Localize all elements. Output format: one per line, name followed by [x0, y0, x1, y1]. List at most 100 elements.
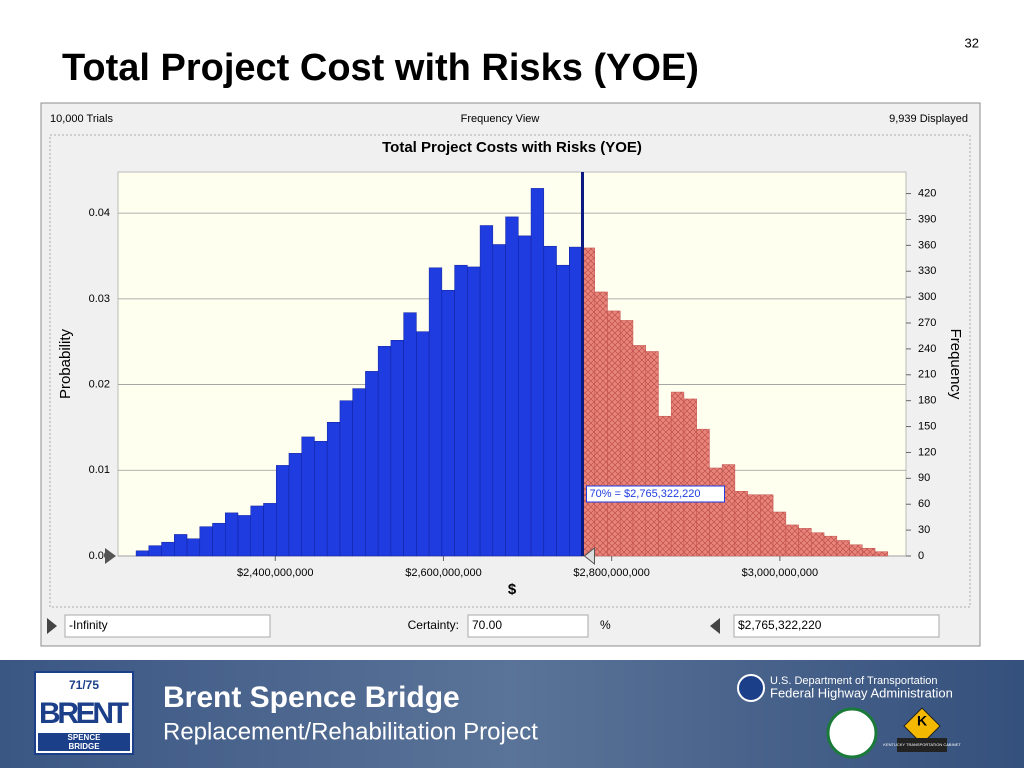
bar	[416, 331, 430, 557]
y2-tick-label: 300	[918, 291, 936, 303]
bar	[339, 400, 353, 557]
y-axis-label: Probability	[57, 328, 74, 399]
bar	[403, 312, 417, 557]
logo-band	[38, 733, 130, 751]
bar	[874, 551, 889, 557]
bar	[148, 545, 162, 557]
displayed: 9,939 Displayed	[889, 113, 968, 125]
bar	[836, 540, 850, 557]
bar	[760, 494, 774, 557]
x-tick-label: $2,400,000,000	[237, 567, 313, 579]
lower-input[interactable]	[64, 614, 271, 638]
view-mode: Frequency View	[461, 113, 540, 125]
y-tick-label: 0.03	[89, 293, 110, 305]
bar	[314, 440, 328, 557]
y2-tick-label: 0	[918, 550, 924, 562]
bar	[263, 503, 277, 557]
y2-tick-label: 270	[918, 317, 936, 329]
y2-tick-label: 60	[918, 498, 930, 510]
ky-band	[897, 738, 947, 752]
logo-route: 71/75	[69, 678, 99, 692]
bar	[174, 534, 188, 557]
y2-axis-label: Frequency	[947, 329, 964, 400]
bar	[518, 235, 532, 557]
y2-tick-label: 30	[918, 524, 930, 536]
bar	[785, 524, 799, 557]
bar	[492, 244, 506, 557]
bar	[186, 538, 201, 557]
y2-tick-label: 360	[918, 239, 936, 251]
certainty-input[interactable]	[467, 614, 589, 638]
bar	[721, 464, 736, 557]
trials: 10,000 Trials	[50, 113, 113, 125]
logo-word: SPENCE	[68, 733, 102, 742]
bar	[607, 310, 621, 557]
y-tick-label: 0.02	[89, 378, 110, 390]
bar	[556, 264, 570, 557]
lower-value: -Infinity	[69, 618, 108, 632]
bar	[645, 351, 659, 557]
bar	[683, 398, 697, 557]
y2-tick-label: 330	[918, 265, 936, 277]
bar	[670, 391, 685, 557]
banner-subtitle: Replacement/Rehabilitation Project	[163, 718, 538, 745]
certainty-value: 70.00	[472, 618, 502, 632]
bar	[543, 245, 557, 557]
bar	[862, 547, 876, 557]
bar	[250, 505, 264, 557]
bar	[798, 528, 812, 557]
y-tick-label: 0.01	[89, 464, 110, 476]
certainty-unit: %	[600, 618, 611, 632]
y2-tick-label: 420	[918, 187, 936, 199]
bar	[199, 526, 213, 557]
y-tick-label: 0.04	[89, 207, 110, 219]
plot: 0.00 0.01 0.02 0.03 0.04 0 30 60 90 120 150 180 210 2…	[89, 172, 936, 579]
x-tick-label: $2,600,000,000	[405, 567, 481, 579]
ohio-logo	[826, 707, 878, 759]
page-number: 32	[965, 35, 979, 50]
bar	[569, 246, 583, 557]
bar	[428, 267, 443, 557]
x-axis-label: $	[508, 581, 517, 598]
y2-tick-label: 180	[918, 395, 936, 407]
x-tick-label: $2,800,000,000	[573, 567, 649, 579]
ky-text: KENTUCKY TRANSPORTATION CABINET	[883, 742, 961, 747]
lower-arrow[interactable]	[47, 618, 57, 634]
bar	[301, 436, 315, 557]
y2-tick-label: 90	[918, 472, 930, 484]
bar	[747, 494, 761, 557]
bar	[849, 544, 863, 557]
bar	[377, 346, 392, 557]
slide-title: Total Project Cost with Risks (YOE)	[62, 47, 699, 89]
upper-arrow[interactable]	[710, 618, 720, 634]
upper-slider[interactable]	[583, 546, 595, 566]
upper-input[interactable]	[733, 614, 940, 638]
certainty-label: 70% = $2,765,322,220	[589, 488, 700, 500]
logo-word: BRENT	[39, 697, 129, 730]
bar	[811, 532, 825, 557]
y2-tick-label: 240	[918, 343, 936, 355]
agency-line1: U.S. Department of Transportation	[770, 675, 938, 687]
bar	[225, 512, 239, 557]
bar	[619, 320, 634, 557]
agency-line2: Federal Highway Administration	[770, 685, 953, 700]
bar	[275, 465, 290, 557]
bar	[365, 371, 379, 557]
bar	[441, 289, 455, 557]
bar	[823, 535, 838, 557]
bar	[772, 511, 787, 557]
bar	[135, 550, 150, 557]
y2-tick-label: 390	[918, 213, 936, 225]
certainty-box	[585, 485, 725, 503]
chart-title: Total Project Costs with Risks (YOE)	[382, 139, 642, 156]
bar	[390, 340, 404, 557]
bar	[454, 264, 468, 557]
bar	[326, 421, 341, 557]
bar	[632, 345, 646, 557]
lower-slider[interactable]	[105, 548, 116, 564]
bar	[467, 266, 481, 557]
bar	[161, 541, 175, 557]
y2-tick-label: 120	[918, 446, 936, 458]
